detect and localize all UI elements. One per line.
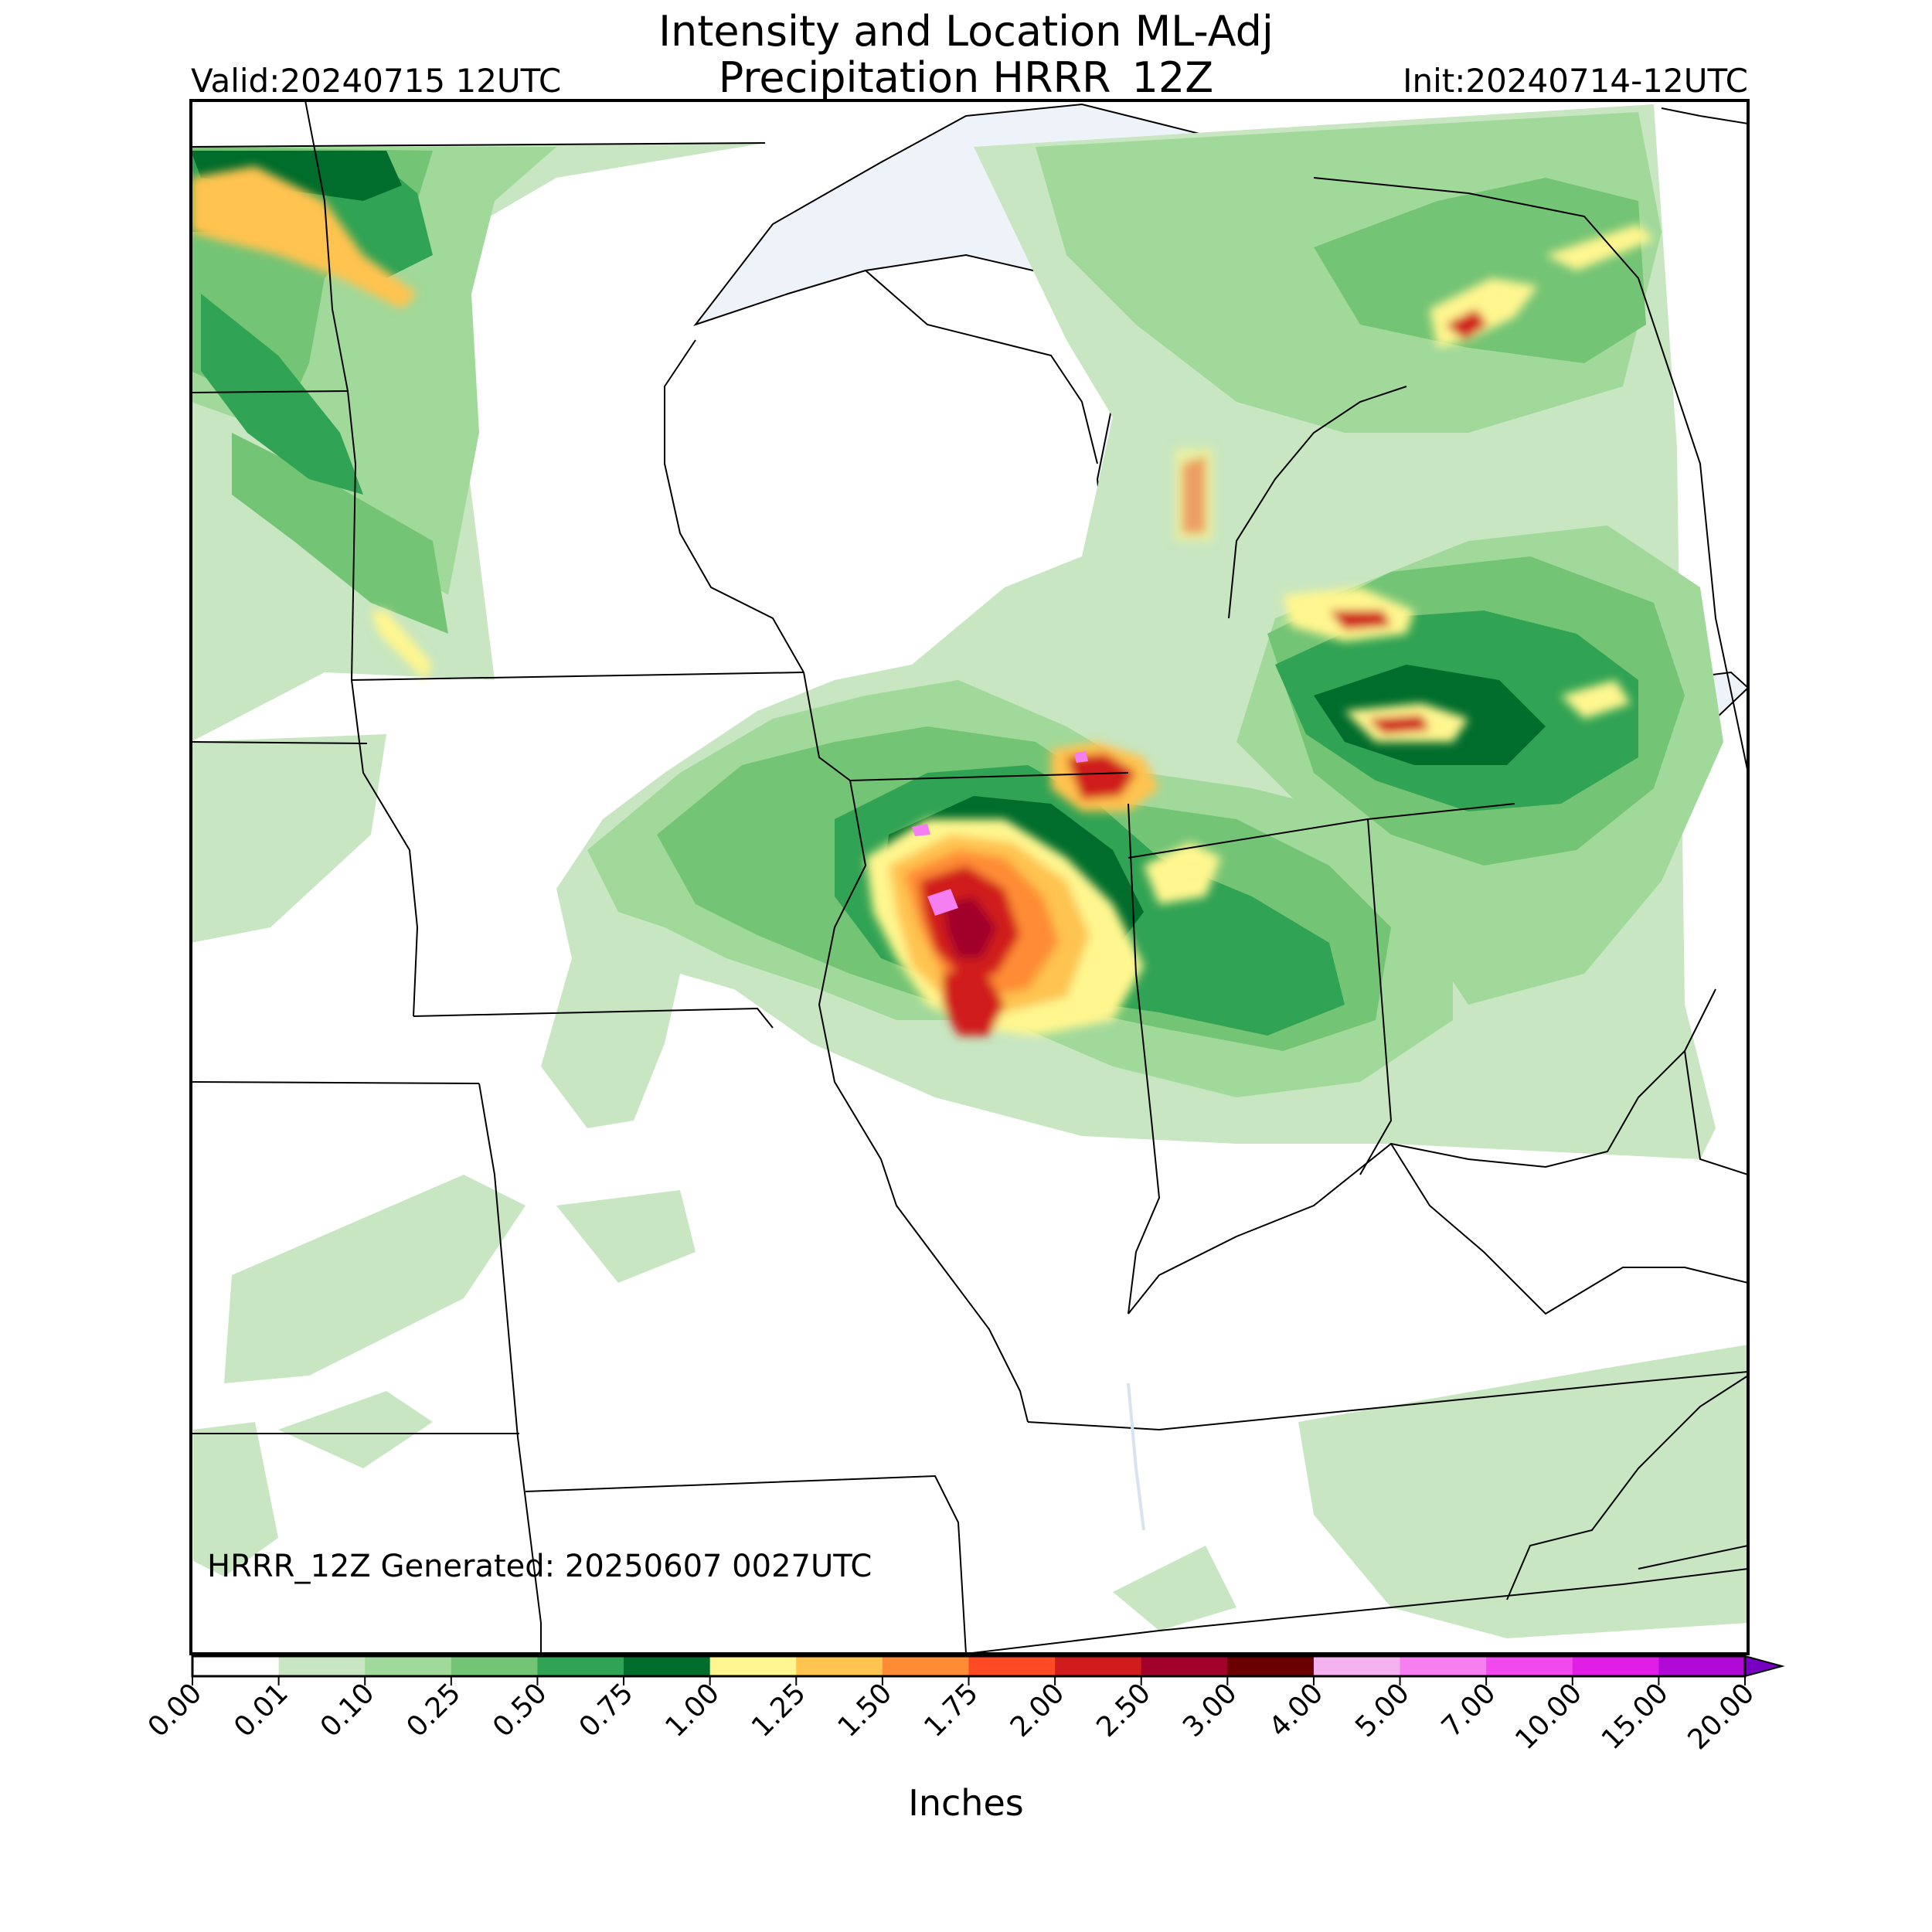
colorbar-tick-label: 0.01 <box>228 1677 294 1743</box>
colorbar-label: Inches <box>908 1782 1024 1824</box>
map-title-line2: Precipitation HRRR_12Z <box>718 53 1214 102</box>
colorbar-tick-label: 15.00 <box>1596 1677 1675 1756</box>
colorbar-segment <box>451 1656 538 1676</box>
state-boundaries <box>191 100 1748 1654</box>
colorbar-tick-label: 0.00 <box>142 1677 209 1743</box>
map-title-line1: Intensity and Location ML-Adj <box>658 7 1274 56</box>
colorbar-tick-label: 10.00 <box>1509 1677 1588 1756</box>
colorbar-segment <box>1141 1656 1228 1676</box>
valid-time-label: Valid:20240715 12UTC <box>191 62 562 100</box>
colorbar-tick-label: 3.00 <box>1177 1677 1243 1743</box>
colorbar-segment <box>1227 1656 1315 1676</box>
colorbar-segment <box>1313 1656 1401 1676</box>
colorbar-tick-label: 1.75 <box>918 1677 985 1743</box>
colorbar-tick-label: 0.25 <box>401 1677 468 1743</box>
map-frame <box>189 99 1750 1655</box>
colorbar-tick-label: 20.00 <box>1682 1677 1760 1756</box>
colorbar-tick-label: 1.50 <box>832 1677 899 1743</box>
colorbar-tick-label: 1.00 <box>659 1677 726 1743</box>
colorbar-tick-label: 5.00 <box>1349 1677 1416 1743</box>
colorbar-segment <box>1572 1656 1659 1676</box>
colorbar-segment <box>709 1656 797 1676</box>
colorbar-tick-label: 7.00 <box>1436 1677 1502 1743</box>
colorbar-segment <box>796 1656 883 1676</box>
colorbar-segment <box>968 1656 1056 1676</box>
colorbar-segment <box>278 1656 366 1676</box>
colorbar: 0.00 0.01 0.10 0.25 0.50 0.75 1.00 1.25 1.50 1.75… <box>142 1655 1785 1756</box>
colorbar-tick-label: 2.00 <box>1005 1677 1071 1743</box>
colorbar-tick-label: 4.00 <box>1264 1677 1330 1743</box>
colorbar-segment <box>537 1656 624 1676</box>
colorbar-tick-label: 2.50 <box>1090 1677 1157 1743</box>
colorbar-segment <box>1658 1656 1746 1676</box>
colorbar-tick-label: 0.10 <box>315 1677 381 1743</box>
precipitation-field <box>191 104 1748 1638</box>
generated-timestamp: HRRR_12Z Generated: 20250607 0027UTC <box>207 1549 872 1584</box>
colorbar-segment <box>624 1656 711 1676</box>
colorbar-extend-arrow <box>1744 1655 1785 1678</box>
colorbar-tick-label: 0.75 <box>573 1677 640 1743</box>
colorbar-tick-label: 1.25 <box>746 1677 812 1743</box>
colorbar-segment <box>1486 1656 1573 1676</box>
colorbar-tick-label: 0.50 <box>487 1677 553 1743</box>
colorbar-segment <box>365 1656 452 1676</box>
colorbar-segment <box>1055 1656 1142 1676</box>
init-time-label: Init:20240714-12UTC <box>1403 62 1748 100</box>
colorbar-segment <box>192 1656 280 1676</box>
colorbar-segment <box>882 1656 969 1676</box>
colorbar-segment <box>1400 1656 1487 1676</box>
